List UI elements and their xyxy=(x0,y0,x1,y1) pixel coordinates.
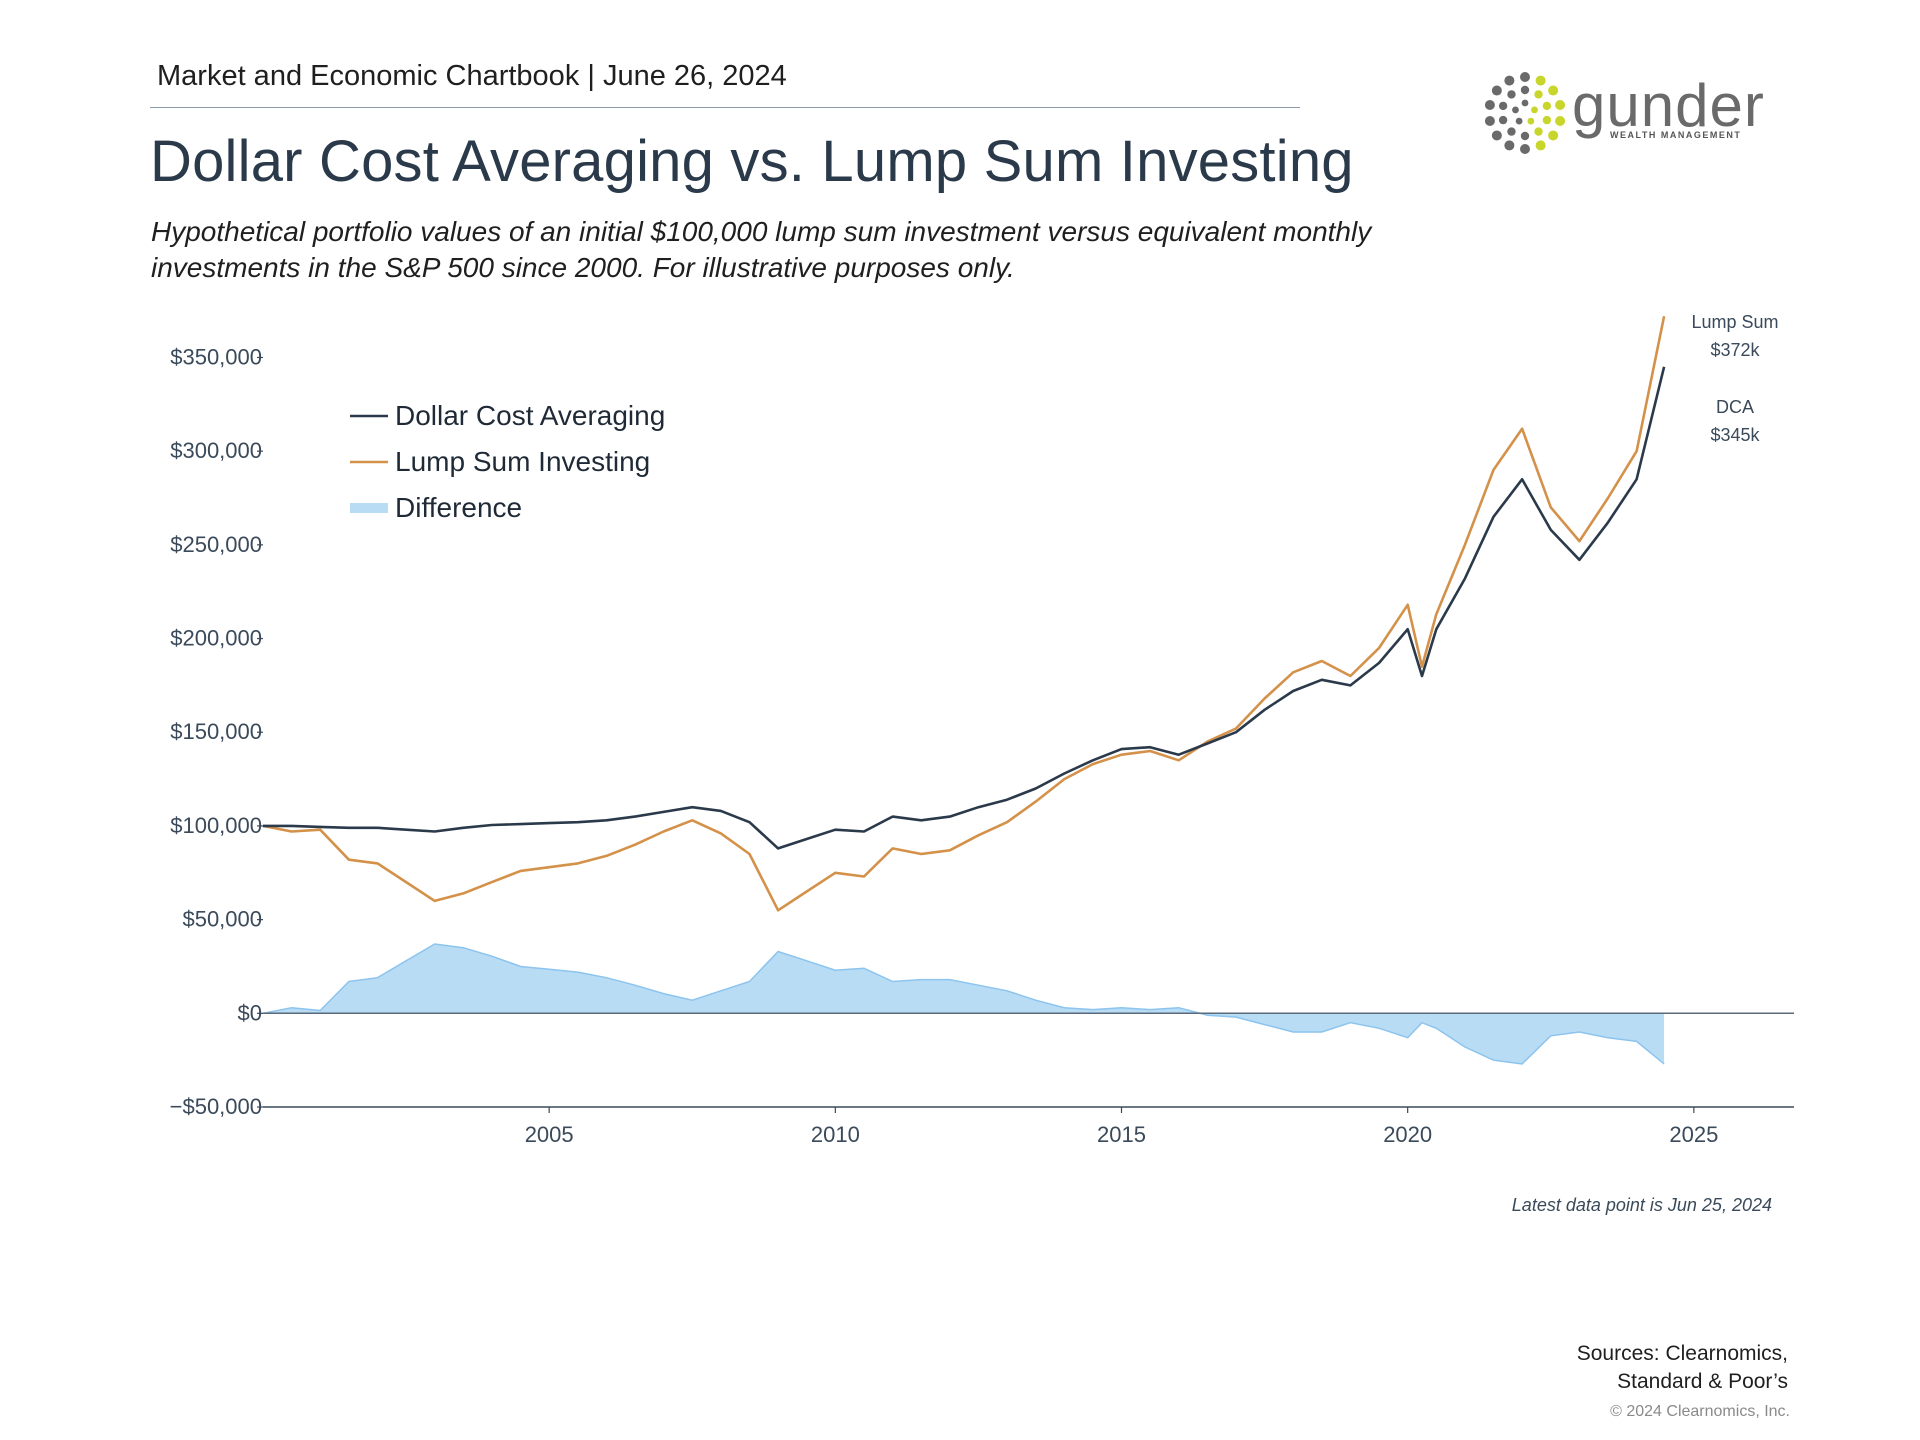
logo-dot xyxy=(1507,127,1516,136)
sources-line-1: Sources: Clearnomics, xyxy=(1576,1342,1788,1365)
sources-line-2: Standard & Poor’s xyxy=(1617,1370,1788,1393)
y-tick-label: $250,000 xyxy=(170,532,262,557)
logo-dot xyxy=(1520,85,1530,95)
lump-sum-end-label-name: Lump Sum xyxy=(1691,312,1779,332)
logo-dot xyxy=(1498,115,1508,125)
logo-dot xyxy=(1515,117,1523,125)
logo-dot xyxy=(1498,101,1508,111)
logo-dot xyxy=(1520,131,1530,141)
dca-end-label-value: $345k xyxy=(1710,425,1760,445)
lump-sum-line xyxy=(262,316,1666,912)
gunder-logo: gunder WEALTH MANAGEMENT xyxy=(1480,68,1780,158)
logo-dot xyxy=(1542,101,1552,111)
x-tick-label: 2015 xyxy=(1097,1122,1146,1147)
y-tick-label: −$50,000 xyxy=(170,1094,262,1119)
difference-line xyxy=(262,943,1665,1065)
x-tick-label: 2005 xyxy=(525,1122,574,1147)
logo-dot xyxy=(1548,130,1559,141)
y-tick-label: $0 xyxy=(238,1000,262,1025)
logo-dot xyxy=(1535,75,1546,86)
logo-dot xyxy=(1520,144,1530,154)
difference-area xyxy=(263,944,1665,1064)
logo-dot xyxy=(1527,117,1535,125)
legend-item-lump-sum-label: Lump Sum Investing xyxy=(395,446,650,477)
logo-dot xyxy=(1555,116,1566,127)
dca-end-label: DCA $345k xyxy=(1680,393,1790,449)
logo-dot xyxy=(1534,90,1543,99)
logo-dot xyxy=(1520,72,1530,82)
logo-dot xyxy=(1491,130,1502,141)
logo-dot xyxy=(1484,99,1495,110)
logo-tagline: WEALTH MANAGEMENT xyxy=(1610,130,1742,140)
logo-dot xyxy=(1548,85,1559,96)
logo-dot xyxy=(1555,99,1566,110)
dotted-circle-logo-icon xyxy=(1484,72,1566,154)
logo-dot xyxy=(1504,75,1515,86)
legend-item-difference-label: Difference xyxy=(395,492,522,523)
y-tick-label: $50,000 xyxy=(182,907,262,932)
logo-dot xyxy=(1507,90,1516,99)
logo-dot xyxy=(1531,106,1538,114)
y-tick-label: $100,000 xyxy=(170,813,262,838)
sources: Sources: Clearnomics, Standard & Poor’s xyxy=(1577,1340,1788,1396)
lump-sum-end-label-value: $372k xyxy=(1710,340,1760,360)
chartbook-header: Market and Economic Chartbook | June 26,… xyxy=(157,60,787,92)
logo-dot xyxy=(1535,140,1546,151)
header-divider xyxy=(150,107,1300,108)
lump-sum-end-label: Lump Sum $372k xyxy=(1680,308,1790,364)
x-tick-label: 2020 xyxy=(1383,1122,1432,1147)
logo-dot xyxy=(1484,116,1495,127)
y-tick-label: $350,000 xyxy=(170,344,262,369)
logo-dot xyxy=(1504,140,1515,151)
dca-line xyxy=(263,366,1666,850)
logo-dot xyxy=(1521,99,1529,107)
logo-wordmark: gunder xyxy=(1572,72,1765,139)
logo-dot xyxy=(1512,106,1519,114)
page-title: Dollar Cost Averaging vs. Lump Sum Inves… xyxy=(150,129,1354,194)
logo-dot xyxy=(1534,127,1543,136)
latest-data-footnote: Latest data point is Jun 25, 2024 xyxy=(1511,1195,1772,1215)
legend-item-dca-label: Dollar Cost Averaging xyxy=(395,400,665,431)
x-tick-label: 2025 xyxy=(1669,1122,1718,1147)
dca-end-label-name: DCA xyxy=(1715,397,1754,417)
logo-dot xyxy=(1491,85,1502,96)
y-tick-label: $200,000 xyxy=(170,626,262,651)
copyright: © 2024 Clearnomics, Inc. xyxy=(1610,1403,1790,1420)
logo-dot xyxy=(1542,115,1552,125)
x-tick-label: 2010 xyxy=(811,1122,860,1147)
page-subtitle: Hypothetical portfolio values of an init… xyxy=(151,216,1372,283)
y-tick-label: $300,000 xyxy=(170,438,262,463)
y-tick-label: $150,000 xyxy=(170,719,262,744)
